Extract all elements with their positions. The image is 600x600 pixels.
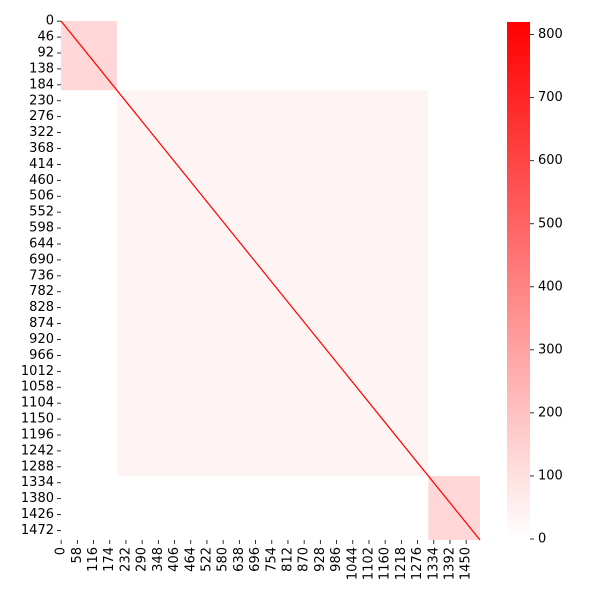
colorbar-tick-label: 500 xyxy=(538,216,563,231)
x-tick-label: 870 xyxy=(297,547,312,572)
x-tick-label: 1392 xyxy=(442,547,457,580)
colorbar-tick-label: 700 xyxy=(538,90,563,105)
y-tick-label: 1196 xyxy=(21,427,54,442)
x-tick-label: 1450 xyxy=(459,547,474,580)
colorbar-tick-label: 300 xyxy=(538,342,563,357)
y-tick-label: 506 xyxy=(29,189,54,204)
y-tick-label: 322 xyxy=(29,125,54,140)
y-tick-label: 1334 xyxy=(21,475,54,490)
x-tick-label: 812 xyxy=(280,547,295,572)
y-tick-label: 782 xyxy=(29,284,54,299)
x-tick-label: 116 xyxy=(86,547,101,572)
x-tick-label: 638 xyxy=(232,547,247,572)
y-tick-label: 138 xyxy=(29,61,54,76)
x-tick-label: 1160 xyxy=(378,547,393,580)
y-tick-label: 1472 xyxy=(21,523,54,538)
x-tick-label: 1218 xyxy=(394,547,409,580)
y-tick-label: 1150 xyxy=(21,412,54,427)
x-tick-label: 1102 xyxy=(361,547,376,580)
y-tick-label: 276 xyxy=(29,109,54,124)
colorbar-tick-label: 200 xyxy=(538,405,563,420)
y-tick-label: 460 xyxy=(29,173,54,188)
x-tick-label: 1276 xyxy=(410,547,425,580)
x-tick-label: 1334 xyxy=(426,547,441,580)
x-tick-label: 0 xyxy=(54,547,69,555)
x-tick-label: 290 xyxy=(135,547,150,572)
y-tick-label: 598 xyxy=(29,221,54,236)
colorbar-tick-label: 600 xyxy=(538,153,563,168)
x-axis: 0 58 116 174 232 290 348 406 464 522 580 638 696 754 8… xyxy=(54,540,474,580)
colorbar-axis: 0 100 200 300 400 500 600 700 800 xyxy=(530,27,563,547)
colorbar-tick-label: 0 xyxy=(538,532,546,547)
x-tick-label: 1044 xyxy=(345,547,360,580)
y-tick-label: 736 xyxy=(29,268,54,283)
y-tick-label: 1242 xyxy=(21,443,54,458)
colorbar-tick-label: 800 xyxy=(538,27,563,42)
y-tick-label: 1104 xyxy=(21,396,54,411)
y-tick-label: 966 xyxy=(29,348,54,363)
colorbar xyxy=(507,22,530,539)
x-tick-label: 580 xyxy=(216,547,231,572)
colorbar-tick-label: 400 xyxy=(538,279,563,294)
y-tick-label: 644 xyxy=(29,236,54,251)
y-tick-label: 1288 xyxy=(21,459,54,474)
x-tick-label: 522 xyxy=(199,547,214,572)
x-tick-label: 348 xyxy=(151,547,166,572)
x-tick-label: 696 xyxy=(248,547,263,572)
y-tick-label: 828 xyxy=(29,300,54,315)
y-tick-label: 0 xyxy=(46,14,54,29)
y-tick-label: 552 xyxy=(29,205,54,220)
y-axis: 0469213818423027632236841446050655259864… xyxy=(21,14,61,538)
colorbar-tick-label: 100 xyxy=(538,468,563,483)
x-tick-label: 986 xyxy=(329,547,344,572)
x-tick-label: 464 xyxy=(183,547,198,572)
y-tick-label: 92 xyxy=(37,46,54,61)
x-tick-label: 232 xyxy=(118,547,133,572)
y-tick-label: 230 xyxy=(29,93,54,108)
colorbar-gradient xyxy=(507,22,530,539)
y-tick-label: 690 xyxy=(29,252,54,267)
y-tick-label: 184 xyxy=(29,77,54,92)
y-tick-label: 368 xyxy=(29,141,54,156)
y-tick-label: 1012 xyxy=(21,364,54,379)
y-tick-label: 1426 xyxy=(21,507,54,522)
x-tick-label: 58 xyxy=(70,547,85,564)
x-tick-label: 754 xyxy=(264,547,279,572)
y-tick-label: 46 xyxy=(37,30,54,45)
x-tick-label: 406 xyxy=(167,547,182,572)
x-tick-label: 174 xyxy=(102,547,117,572)
y-tick-label: 414 xyxy=(29,157,54,172)
heatmap-diagonal xyxy=(60,20,481,541)
y-tick-label: 1380 xyxy=(21,491,54,506)
x-tick-label: 928 xyxy=(313,547,328,572)
y-tick-label: 874 xyxy=(29,316,54,331)
y-tick-label: 1058 xyxy=(21,380,54,395)
y-tick-label: 920 xyxy=(29,332,54,347)
heatmap-plot-area xyxy=(60,20,481,541)
